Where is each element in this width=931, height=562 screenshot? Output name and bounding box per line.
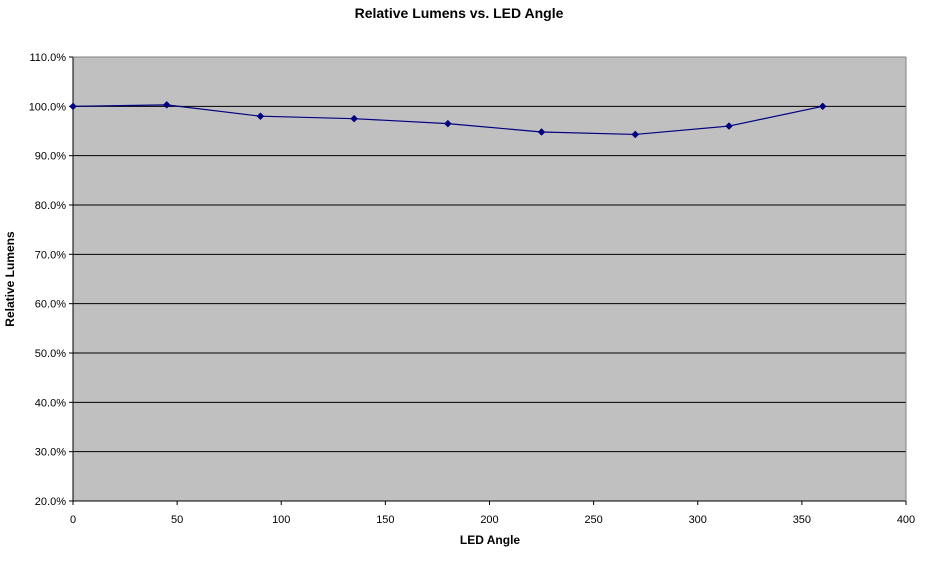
y-tick-label: 20.0%: [35, 496, 66, 508]
x-tick-label: 50: [171, 514, 183, 526]
data-point: [537, 128, 546, 136]
y-tick-label: 60.0%: [35, 299, 66, 311]
y-tick-label: 100.0%: [29, 101, 67, 113]
y-tick-label: 50.0%: [35, 348, 66, 360]
x-tick-label: 400: [897, 514, 915, 526]
data-point: [631, 130, 640, 139]
x-tick-label: 0: [70, 514, 76, 526]
x-tick-label: 100: [272, 514, 290, 526]
data-point: [162, 100, 171, 109]
y-tick-label: 80.0%: [35, 200, 66, 212]
series-layer: [69, 100, 827, 139]
data-point: [725, 122, 733, 130]
y-tick-label: 40.0%: [35, 397, 66, 409]
data-point: [69, 102, 77, 111]
y-tick-labels: 20.0% 30.0% 40.0% 50.0% 60.0% 70.0% 80.0% 90.0%…: [29, 52, 73, 508]
data-point: [350, 114, 358, 123]
x-tick-label: 350: [793, 514, 811, 526]
data-point: [818, 102, 827, 111]
y-tick-label: 30.0%: [35, 447, 66, 459]
x-tick-label: 200: [480, 514, 498, 526]
y-axis-title: Relative Lumens: [3, 231, 17, 327]
x-tick-label: 250: [584, 514, 602, 526]
y-tick-label: 70.0%: [35, 249, 66, 261]
plot-area: [73, 57, 906, 501]
x-tick-labels: 0 50 100 150 200 250 300 350 400: [70, 501, 915, 526]
y-tick-label: 90.0%: [35, 151, 66, 163]
y-tick-label: 110.0%: [30, 52, 67, 64]
data-point: [443, 119, 452, 128]
x-tick-label: 150: [376, 514, 394, 526]
x-axis-title: LED Angle: [460, 533, 521, 547]
chart-title: Relative Lumens vs. LED Angle: [355, 5, 564, 21]
x-tick-label: 300: [689, 514, 707, 526]
data-point: [256, 112, 265, 121]
